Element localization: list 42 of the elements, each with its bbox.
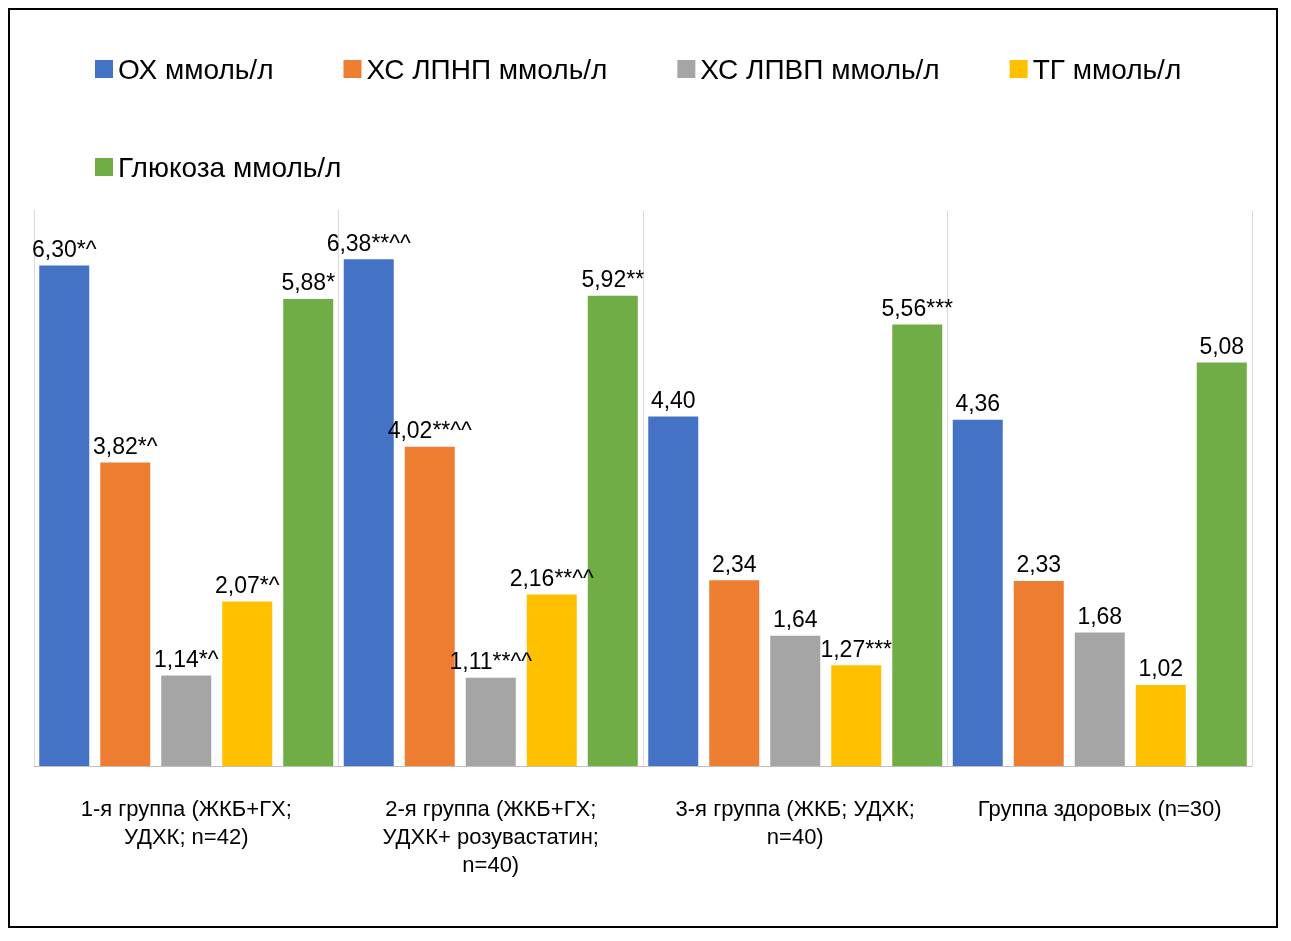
data-label: 3,82*^ — [92, 433, 158, 460]
x-tick-label: 2-я группа (ЖКБ+ГХ; УДХК+ розувастатин; n=40) — [382, 795, 599, 877]
legend-label: ТГ ммоль/л — [1032, 53, 1182, 85]
bar — [39, 265, 90, 766]
data-label: 2,34 — [711, 550, 757, 577]
data-label: 5,56*** — [881, 294, 954, 321]
bar — [1013, 580, 1064, 766]
data-label: 1,14*^ — [153, 645, 219, 672]
bar — [709, 580, 760, 766]
legend-label: ХС ЛПНП ммоль/л — [366, 53, 608, 85]
bar — [1074, 632, 1125, 766]
data-label: 2,33 — [1016, 551, 1062, 578]
legend-label: ХС ЛПВП ммоль/л — [700, 53, 940, 85]
data-label: 5,08 — [1199, 333, 1245, 359]
bar — [770, 635, 821, 766]
bar — [222, 601, 273, 766]
x-tick-label: 1-я группа (ЖКБ+ГХ; УДХК; n=42) — [80, 795, 292, 849]
bar — [1196, 362, 1247, 766]
x-tick-label: 3-я группа (ЖКБ; УДХК; n=40) — [675, 795, 915, 849]
data-label: 4,36 — [955, 390, 1001, 417]
bar — [1135, 684, 1186, 766]
data-label: 4,40 — [650, 387, 696, 414]
bar — [161, 675, 212, 766]
bar — [283, 298, 334, 766]
data-label: 1,02 — [1138, 655, 1184, 682]
data-label: 1,68 — [1077, 603, 1123, 630]
bar — [648, 416, 699, 766]
legend-label: Глюкоза ммоль/л — [118, 151, 342, 183]
bar — [892, 324, 943, 766]
legend-label: ОХ ммоль/л — [118, 53, 274, 85]
data-label: 2,07*^ — [214, 572, 280, 599]
bar — [465, 677, 516, 766]
bar — [100, 462, 151, 766]
bar — [952, 419, 1003, 766]
x-tick-label: Группа здоровых (n=30) — [977, 795, 1222, 821]
data-label: 5,92** — [581, 266, 645, 293]
bar — [831, 665, 882, 766]
data-label: 6,38**^^ — [326, 229, 412, 256]
data-label: 1,64 — [772, 606, 818, 633]
data-label: 6,30*^ — [31, 236, 97, 263]
data-label: 5,88* — [281, 269, 336, 296]
data-label: 1,27*** — [820, 635, 893, 662]
